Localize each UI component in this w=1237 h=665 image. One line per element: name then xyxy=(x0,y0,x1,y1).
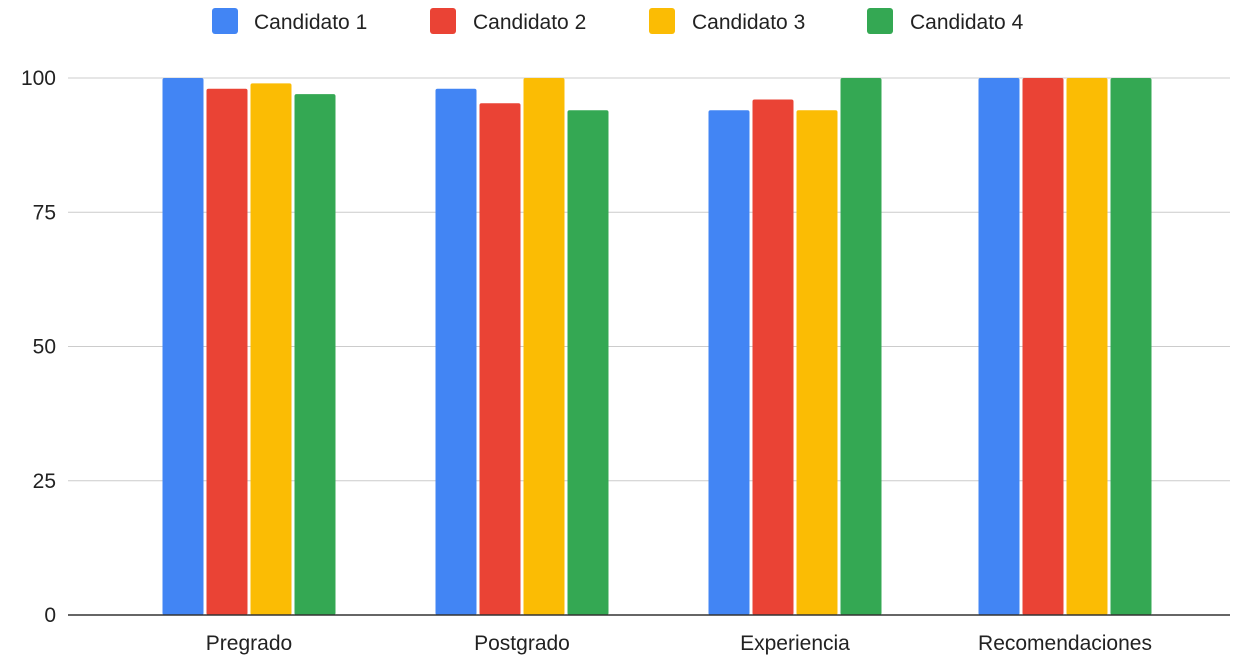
bar-candidato-1-experiencia xyxy=(708,110,750,615)
legend: Candidato 1 Candidato 2 Candidato 3 Candida… xyxy=(212,8,1024,34)
x-tick-label: Experiencia xyxy=(740,632,850,655)
bar-candidato-3-experiencia xyxy=(796,110,838,615)
bar-candidato-2-experiencia xyxy=(752,99,794,616)
legend-swatch xyxy=(867,8,893,34)
x-tick-label: Pregrado xyxy=(206,632,292,655)
bar-candidato-4-pregrado xyxy=(294,94,336,616)
bar-candidato-4-recomendaciones xyxy=(1110,78,1152,615)
x-tick-label: Recomendaciones xyxy=(978,632,1152,655)
legend-label: Candidato 1 xyxy=(254,11,367,34)
bars xyxy=(162,78,1152,616)
y-tick-label: 100 xyxy=(21,67,56,90)
x-tick-label: Postgrado xyxy=(474,632,570,655)
legend-swatch xyxy=(212,8,238,34)
bar-candidato-3-pregrado xyxy=(250,83,292,616)
y-tick-label: 50 xyxy=(33,336,56,359)
bar-candidato-1-pregrado xyxy=(162,78,204,615)
bar-candidato-4-experiencia xyxy=(840,78,882,615)
legend-item-candidato-4: Candidato 4 xyxy=(867,8,1024,34)
x-axis-tick-labels: Pregrado Postgrado Experiencia Recomendacio… xyxy=(206,632,1152,655)
legend-swatch xyxy=(430,8,456,34)
bar-candidato-4-postgrado xyxy=(567,110,609,615)
bar-group-postgrado xyxy=(435,78,609,616)
legend-label: Candidato 4 xyxy=(910,11,1024,34)
bar-candidato-2-pregrado xyxy=(206,88,248,616)
y-axis-tick-labels: 0 25 50 75 100 xyxy=(21,67,56,627)
y-tick-label: 75 xyxy=(33,201,56,224)
bar-candidato-3-recomendaciones xyxy=(1066,78,1108,615)
bar-candidato-3-postgrado xyxy=(523,78,565,615)
legend-item-candidato-1: Candidato 1 xyxy=(212,8,367,34)
bar-candidato-1-postgrado xyxy=(435,88,477,616)
bar-group-experiencia xyxy=(708,78,882,616)
bar-group-pregrado xyxy=(162,78,336,616)
legend-item-candidato-2: Candidato 2 xyxy=(430,8,586,34)
legend-item-candidato-3: Candidato 3 xyxy=(649,8,805,34)
bar-candidato-2-recomendaciones xyxy=(1022,78,1064,615)
legend-swatch xyxy=(649,8,675,34)
legend-label: Candidato 3 xyxy=(692,11,805,34)
y-tick-label: 0 xyxy=(44,604,56,627)
bar-candidato-2-postgrado xyxy=(479,103,521,615)
bar-candidato-1-recomendaciones xyxy=(978,78,1020,615)
bar-group-recomendaciones xyxy=(978,78,1152,615)
y-tick-label: 25 xyxy=(33,470,56,493)
legend-label: Candidato 2 xyxy=(473,11,586,34)
